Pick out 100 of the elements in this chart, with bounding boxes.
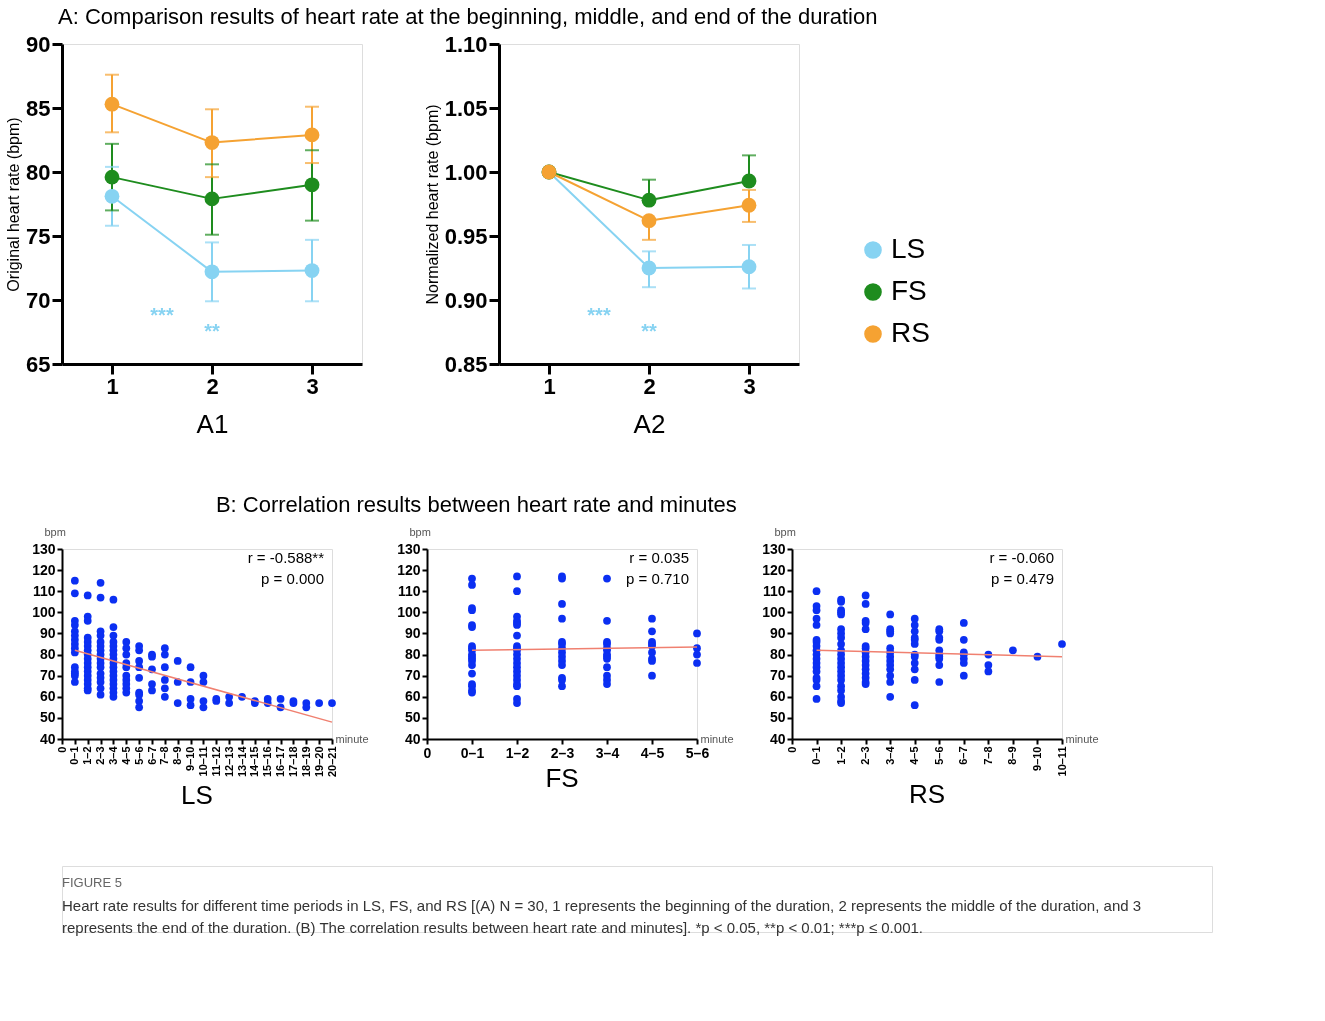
- x-tick-label: 8–9: [171, 746, 184, 765]
- x-tick-label: 9–10: [1030, 746, 1043, 771]
- y-axis-title: bpm: [774, 525, 796, 538]
- y-tick-label: 110: [397, 582, 421, 599]
- x-tick-label: 0–1: [460, 744, 485, 761]
- text: RS: [908, 778, 946, 809]
- x-tick-label: 2: [206, 373, 219, 399]
- y-tick-label: 0.90: [444, 287, 488, 313]
- y-tick-label: 1.05: [444, 95, 488, 121]
- x-tick-label: 1: [543, 373, 556, 399]
- y-tick-label: 130: [32, 540, 56, 557]
- y-tick-label: 80: [404, 646, 421, 663]
- point: [741, 197, 757, 213]
- point: [104, 169, 120, 185]
- y-tick-label: 50: [769, 709, 786, 726]
- point: [641, 213, 657, 229]
- annotation: ***: [587, 304, 611, 326]
- text: LS: [181, 779, 213, 810]
- x-tick-label: 3–4: [883, 745, 896, 765]
- x-tick-label: 16–17: [274, 746, 287, 778]
- y-tick-label: 60: [39, 688, 56, 705]
- point: [104, 188, 120, 204]
- y-tick-label: 130: [397, 540, 421, 557]
- y-tick-label: 70: [26, 287, 51, 313]
- point: [204, 191, 220, 207]
- y-tick-label: 1.00: [444, 159, 488, 185]
- y-tick-label: 40: [404, 730, 421, 747]
- annotation: r = -0.060: [989, 549, 1054, 566]
- x-tick-label: 13–14: [235, 745, 248, 778]
- y-tick-label: 110: [762, 582, 786, 599]
- y-tick-label: 70: [39, 667, 56, 684]
- x-tick-label: 3–4: [106, 745, 119, 765]
- y-tick-label: 110: [32, 582, 56, 599]
- y-tick-label: 90: [26, 31, 51, 57]
- y-tick-label: 80: [769, 646, 786, 663]
- x-tick-label: 7–8: [981, 746, 994, 765]
- y-axis-title: Original heart rate (bpm): [5, 117, 23, 292]
- x-tick-label: 4–5: [119, 746, 132, 765]
- x-tick-label: 19–20: [312, 746, 325, 778]
- x-tick-label: 3: [743, 373, 756, 399]
- x-tick-label: 6–7: [145, 746, 158, 765]
- x-tick-label: 5–6: [685, 744, 710, 761]
- x-tick-label: 14–15: [248, 746, 261, 778]
- y-tick-label: 120: [397, 561, 421, 578]
- y-tick-label: 60: [769, 688, 786, 705]
- annotation: p = 0.479: [991, 570, 1054, 587]
- annotation: r = -0.588**: [247, 549, 325, 566]
- y-tick-label: 50: [404, 709, 421, 726]
- x-tick-label: 6–7: [957, 746, 970, 765]
- point: [204, 264, 220, 280]
- y-tick-label: 75: [26, 223, 51, 249]
- y-tick-label: 1.10: [444, 31, 488, 57]
- y-tick-label: 90: [39, 624, 56, 641]
- y-tick-label: 40: [39, 730, 56, 747]
- point: [204, 135, 220, 150]
- point: [304, 263, 320, 278]
- legend-label: FS: [891, 275, 927, 306]
- x-tick-label: 0: [423, 744, 432, 761]
- y-tick-label: 100: [397, 603, 421, 620]
- x-tick-label: 12–13: [222, 746, 235, 778]
- x-tick-label: 0–1: [68, 746, 81, 765]
- x-tick-label: 9–10: [184, 746, 197, 771]
- y-tick-label: 0.85: [444, 351, 488, 377]
- y-tick-label: 120: [32, 561, 56, 578]
- legend-label: LS: [891, 233, 926, 264]
- x-tick-label: 4–5: [640, 744, 665, 761]
- x-tick-label: 18–19: [299, 746, 312, 778]
- x-tick-label: 0: [55, 746, 68, 753]
- y-tick-label: 90: [769, 624, 786, 641]
- x-axis-title: minute: [700, 732, 734, 745]
- y-tick-label: 120: [762, 561, 786, 578]
- x-tick-label: 3: [306, 373, 319, 399]
- text: A: Comparison results of heart rate at the beginning, middle, and end of the duration: [58, 3, 878, 29]
- text: FS: [545, 763, 579, 793]
- legend-label: RS: [891, 317, 930, 348]
- y-tick-label: 100: [762, 603, 786, 620]
- point: [304, 177, 320, 193]
- annotation: r = 0.035: [629, 549, 689, 566]
- x-tick-label: 2–3: [94, 746, 107, 765]
- x-tick-label: 7–8: [158, 746, 171, 765]
- y-tick-label: 60: [404, 688, 421, 705]
- x-tick-label: 0–1: [810, 746, 823, 765]
- point: [741, 173, 757, 189]
- y-tick-label: 70: [404, 667, 421, 684]
- y-tick-label: 130: [762, 540, 786, 557]
- annotation: p = 0.000: [261, 570, 324, 587]
- x-axis-title: minute: [1065, 732, 1099, 745]
- x-tick-label: 1–2: [505, 744, 530, 761]
- y-tick-label: 90: [404, 624, 421, 641]
- x-tick-label: 1–2: [834, 746, 847, 765]
- x-tick-label: 1: [106, 373, 119, 399]
- point: [641, 260, 657, 276]
- y-tick-label: 50: [39, 709, 56, 726]
- annotation: ***: [150, 304, 174, 326]
- x-axis-title: minute: [335, 732, 369, 745]
- x-tick-label: 15–16: [261, 746, 274, 778]
- caption: FIGURE 5: [62, 875, 122, 890]
- y-tick-label: 85: [26, 95, 51, 121]
- y-tick-label: 65: [26, 351, 51, 377]
- point: [741, 259, 757, 275]
